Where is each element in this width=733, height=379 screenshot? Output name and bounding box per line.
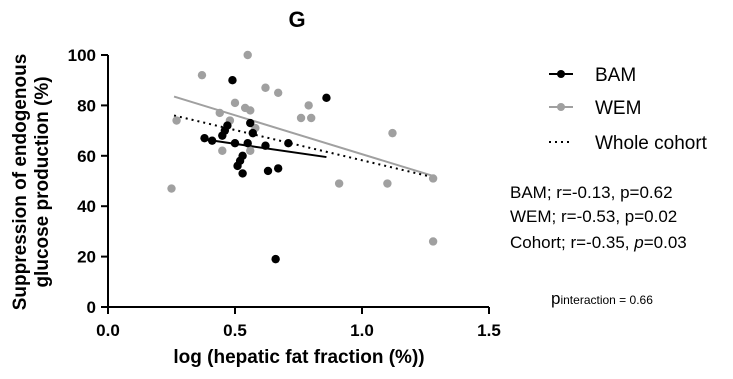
y-axis-label-line1: Suppression of endogenous: [10, 54, 31, 311]
data-point-wem: [296, 113, 306, 123]
x-tick-label: 1.0: [350, 321, 374, 340]
chart-title: G: [288, 7, 305, 32]
interaction-value: = 0.66: [616, 293, 653, 307]
x-tick-label: 0.5: [223, 321, 247, 340]
legend-wem-marker: [557, 103, 565, 111]
legend-item-bam: BAM: [549, 65, 636, 86]
legend: BAM WEM Whole cohort: [549, 65, 708, 154]
data-point-bam: [246, 118, 255, 128]
y-tick-label: 20: [77, 248, 96, 267]
data-point-wem: [273, 88, 283, 98]
data-point-bam: [322, 93, 331, 103]
data-point-bam: [230, 139, 240, 148]
y-axis-label: Suppression of endogenous glucose produc…: [10, 54, 53, 311]
data-point-wem: [246, 106, 255, 115]
stat-bam: BAM; r=-0.13, p=0.62: [510, 183, 673, 202]
data-point-bam: [248, 128, 257, 138]
legend-item-wem: WEM: [549, 98, 641, 119]
data-point-bam: [263, 166, 273, 176]
data-point-wem: [167, 184, 176, 193]
data-point-wem: [334, 179, 344, 188]
stat-cohort-p: p: [633, 233, 643, 252]
stats-block: BAM; r=-0.13, p=0.62 WEM; r=-0.53, p=0.0…: [510, 183, 687, 308]
data-point-wem: [383, 179, 392, 188]
data-point-wem: [215, 108, 224, 118]
data-point-wem: [243, 50, 252, 60]
legend-wem-label: WEM: [595, 98, 641, 119]
data-point-wem: [304, 101, 313, 110]
stat-wem: WEM; r=-0.53, p=0.02: [510, 207, 677, 226]
y-tick-label: 40: [77, 197, 96, 216]
data-point-wem: [172, 116, 181, 125]
y-tick-label: 80: [77, 96, 96, 115]
x-axis-label: log (hepatic fat fraction (%)): [173, 347, 424, 368]
data-point-bam: [238, 169, 247, 178]
interaction-stat: pinteraction = 0.66: [551, 289, 653, 308]
data-point-bam: [284, 139, 293, 148]
data-point-bam: [207, 136, 217, 145]
stat-cohort: Cohort; r=-0.35, p=0.03: [510, 233, 687, 252]
stat-cohort-prefix: Cohort; r=-0.35,: [510, 233, 634, 252]
data-point-wem: [428, 237, 438, 246]
plot-area: 0 20 40 60 80 100 0.0 0.5 1.0 1.5: [68, 46, 501, 340]
data-point-wem: [197, 70, 207, 80]
data-point-bam: [261, 141, 270, 150]
x-tick-label: 1.5: [477, 321, 501, 340]
data-point-bam: [200, 133, 209, 143]
interaction-p: p: [551, 289, 560, 308]
data-point-bam: [238, 151, 247, 160]
data-point-wem: [261, 83, 270, 92]
stat-cohort-suffix: =0.03: [644, 233, 687, 252]
data-point-wem: [307, 113, 316, 123]
y-tick-label: 60: [77, 147, 96, 166]
legend-cohort-label: Whole cohort: [595, 133, 708, 154]
legend-item-cohort: Whole cohort: [549, 133, 708, 154]
data-point-bam: [273, 164, 283, 173]
y-tick-label: 100: [68, 46, 96, 65]
data-point-wem: [246, 146, 255, 155]
data-point-bam: [271, 254, 280, 264]
y-tick-label: 0: [87, 298, 96, 317]
fit-line-whole-cohort: [173, 114, 434, 179]
legend-bam-label: BAM: [595, 65, 636, 86]
data-point-wem: [428, 174, 438, 183]
data-point-bam: [228, 76, 237, 85]
data-point-bam: [223, 121, 232, 130]
data-point-wem: [388, 128, 397, 138]
data-point-bam: [243, 139, 252, 148]
legend-bam-marker: [557, 70, 565, 78]
data-point-wem: [218, 146, 227, 155]
y-axis-label-line2: glucose production (%): [32, 76, 53, 287]
interaction-subscript: interaction: [560, 293, 615, 307]
data-point-wem: [230, 98, 240, 108]
x-tick-label: 0.0: [96, 321, 120, 340]
